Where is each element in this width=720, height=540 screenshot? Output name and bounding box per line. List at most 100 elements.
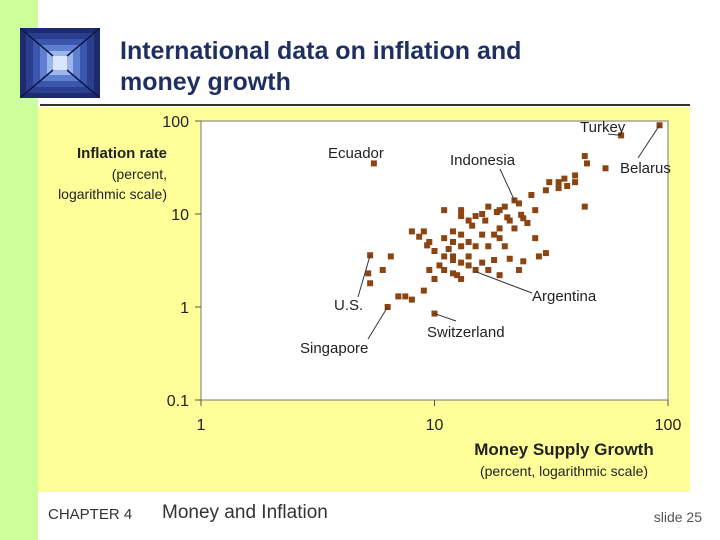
title-divider [40, 104, 690, 106]
y-axis-subtitle-2: logarithmic scale) [58, 186, 167, 202]
data-point [395, 293, 402, 300]
data-point [520, 215, 527, 222]
data-point [501, 203, 508, 210]
data-point [387, 253, 394, 260]
data-point [426, 266, 433, 273]
data-point [408, 228, 415, 235]
y-tick-label: 0.1 [167, 393, 189, 410]
data-point [370, 160, 377, 167]
data-point [496, 225, 503, 232]
data-point [426, 238, 433, 245]
chapter-label: CHAPTER 4 [48, 506, 133, 523]
y-tick-label: 100 [162, 114, 189, 131]
annotation-leader-line [637, 124, 660, 159]
data-point [482, 217, 489, 224]
annotation-indonesia: Indonesia [450, 152, 516, 169]
data-point [416, 233, 423, 240]
data-point [555, 179, 562, 186]
data-point [535, 253, 542, 260]
data-point [465, 238, 472, 245]
data-point [431, 310, 438, 317]
data-point [420, 287, 427, 294]
data-point [458, 243, 465, 250]
data-point [581, 153, 588, 160]
slide-title-line2: money growth [120, 68, 291, 96]
data-point [424, 242, 431, 249]
slide-title: International data on inflation and mone… [120, 36, 680, 98]
data-point [420, 228, 427, 235]
data-point [485, 203, 492, 210]
data-point [431, 276, 438, 283]
data-point [365, 270, 372, 277]
data-point [458, 207, 465, 214]
data-point [449, 228, 456, 235]
data-point [485, 243, 492, 250]
data-point [449, 270, 456, 277]
data-point [532, 235, 539, 242]
data-point [511, 225, 518, 232]
x-tick-label: 1 [197, 417, 206, 434]
data-point [555, 185, 562, 192]
scatter-chart: 0.1 1 10 100 1 10 100 Turkey Ecuador Indonesia… [58, 114, 681, 479]
data-point [506, 217, 513, 224]
data-point [431, 248, 438, 255]
data-point [458, 259, 465, 266]
data-point [485, 266, 492, 273]
data-point [518, 211, 525, 218]
annotation-switzerland: Switzerland [427, 324, 505, 341]
data-point [441, 207, 448, 214]
data-point [479, 259, 486, 266]
data-point [520, 258, 527, 265]
data-point [572, 172, 579, 179]
data-point [602, 165, 609, 172]
data-point [618, 132, 625, 139]
data-point [449, 257, 456, 264]
data-point [564, 183, 571, 190]
data-point [441, 266, 448, 273]
data-point [506, 255, 513, 262]
data-point [379, 266, 386, 273]
data-point [501, 243, 508, 250]
data-point [546, 179, 553, 186]
annotation-ecuador: Ecuador [328, 145, 384, 162]
x-axis-subtitle: (percent, logarithmic scale) [480, 463, 648, 479]
annotation-leader-line [434, 313, 457, 322]
data-point [441, 235, 448, 242]
annotation-argentina: Argentina [532, 288, 597, 305]
data-point [402, 293, 409, 300]
data-point [504, 214, 511, 221]
data-point [408, 296, 415, 303]
y-tick-label: 1 [180, 300, 189, 317]
slide-number: slide 25 [653, 509, 702, 525]
data-point [493, 209, 500, 216]
data-point [515, 200, 522, 207]
annotation-singapore: Singapore [300, 340, 368, 357]
data-point [542, 250, 549, 257]
data-point [561, 175, 568, 182]
annotation-turkey: Turkey [580, 119, 626, 136]
annotation-us: U.S. [334, 297, 363, 314]
annotation-leader-line [607, 133, 622, 136]
annotation-leader-line [357, 255, 371, 298]
data-point [458, 276, 465, 283]
data-point [465, 262, 472, 269]
data-point [465, 217, 472, 224]
data-point [449, 238, 456, 245]
data-point [581, 203, 588, 210]
plot-area [200, 120, 669, 401]
data-point [449, 253, 456, 260]
data-point [469, 222, 476, 229]
data-point [472, 213, 479, 220]
data-point [472, 243, 479, 250]
data-point [454, 272, 461, 279]
data-point [515, 266, 522, 273]
data-point [479, 231, 486, 238]
window-tunnel-logo-icon [19, 27, 101, 99]
annotation-leader-line [499, 168, 515, 201]
data-point [465, 253, 472, 260]
data-point [572, 179, 579, 186]
data-point [479, 211, 486, 217]
slide-title-line1: International data on inflation and [120, 37, 522, 65]
data-point [367, 280, 374, 287]
annotation-leader-line [367, 306, 389, 340]
